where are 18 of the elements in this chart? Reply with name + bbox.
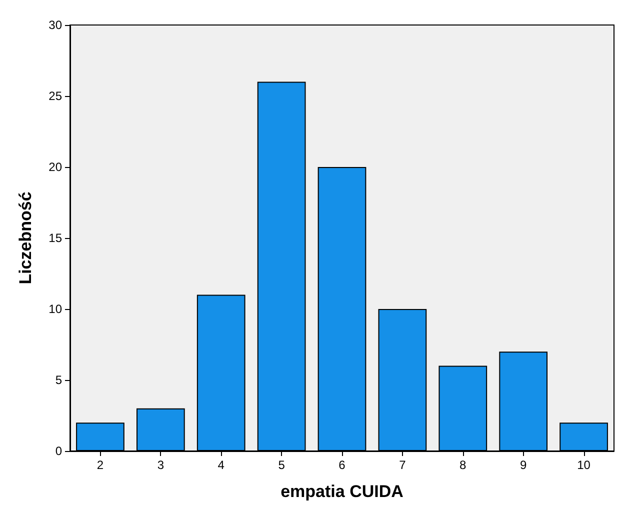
x-axis-title: empatia CUIDA (280, 482, 404, 501)
x-tick-label: 9 (520, 458, 527, 472)
x-tick-label: 6 (338, 458, 346, 472)
x-tick-label: 3 (157, 458, 164, 472)
y-tick-label: 0 (55, 444, 62, 458)
x-tick-label: 8 (460, 458, 467, 472)
y-tick-label: 10 (48, 302, 62, 316)
x-tick-label: 5 (278, 458, 286, 472)
y-tick-label: 15 (48, 231, 62, 245)
y-tick-label: 20 (48, 160, 62, 174)
y-tick-label: 25 (48, 89, 62, 103)
x-tick-label: 2 (96, 458, 104, 472)
y-tick-label: 5 (55, 373, 62, 387)
x-tick-label: 4 (218, 458, 225, 472)
y-axis-title: Liczebność (16, 192, 35, 284)
x-tick-label: 7 (399, 458, 406, 472)
y-tick-label: 30 (48, 18, 62, 32)
x-tick-label: 10 (577, 458, 591, 472)
